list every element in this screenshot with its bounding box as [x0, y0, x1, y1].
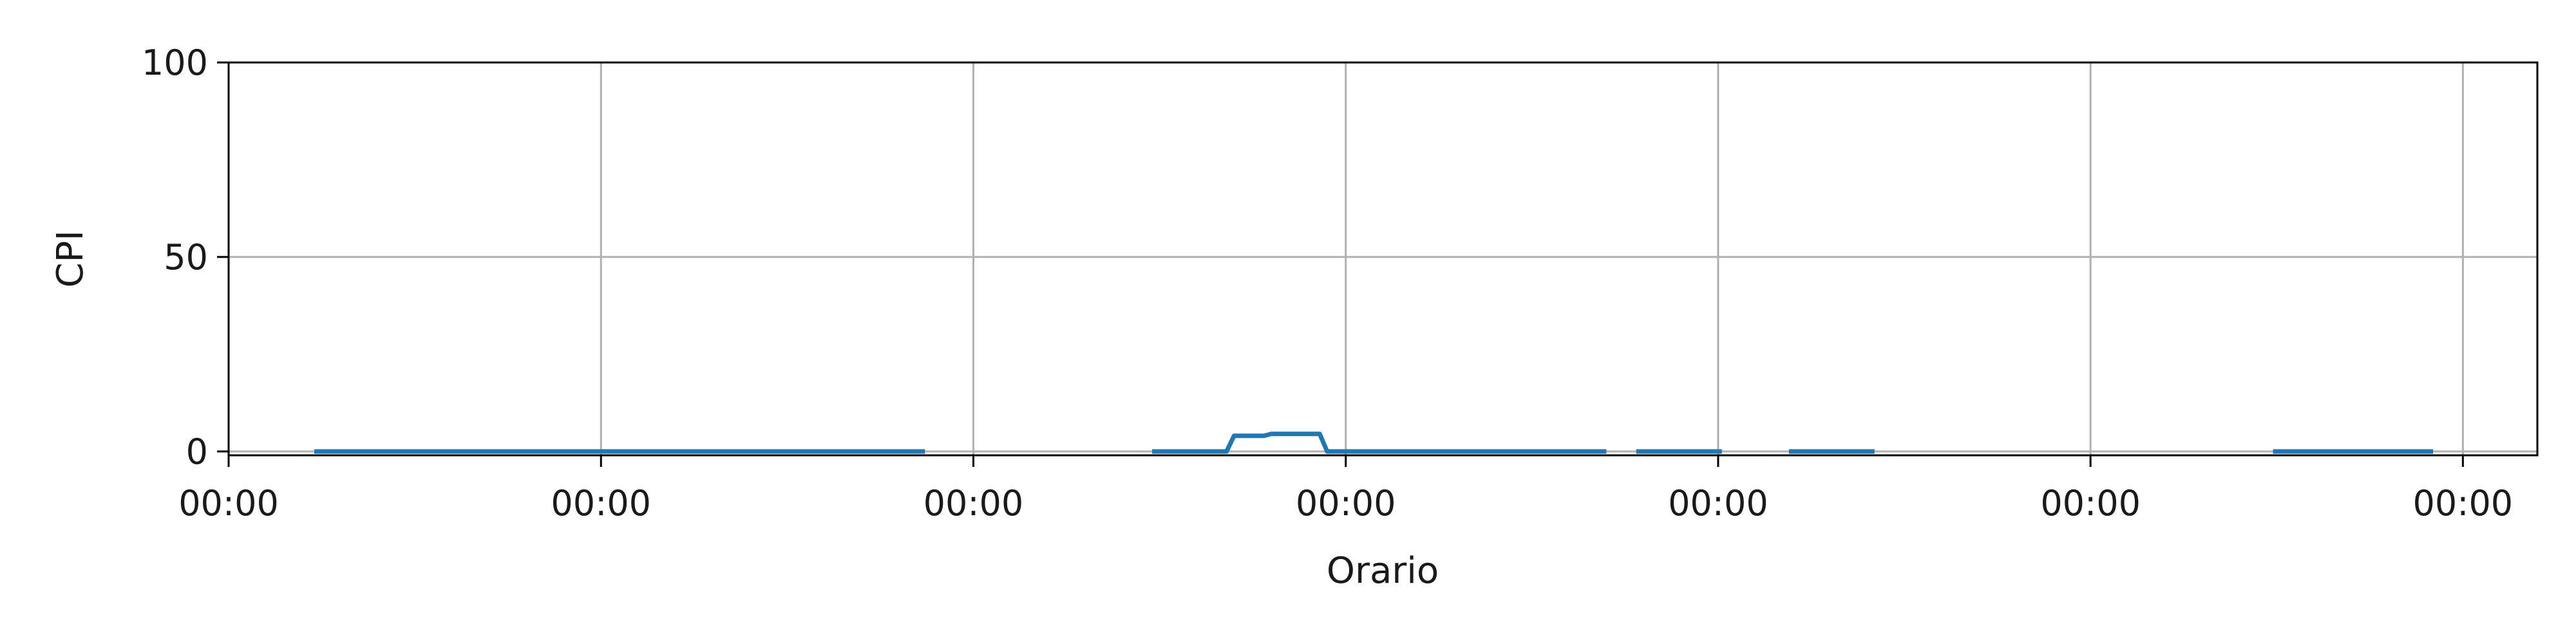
tick-marks	[217, 61, 2464, 467]
x-tick-label: 00:00	[923, 483, 1024, 524]
y-axis-label: CPI	[50, 230, 91, 287]
y-tick-label: 0	[186, 431, 208, 472]
x-tick-label: 00:00	[1296, 483, 1396, 524]
x-tick-label: 00:00	[1668, 483, 1768, 524]
cpi-line-segment	[1152, 431, 1607, 454]
plot-area	[229, 62, 2537, 455]
y-tick-label: 100	[142, 43, 208, 83]
x-tick-label: 00:00	[178, 483, 279, 524]
y-tick-label: 50	[164, 237, 208, 278]
plot-frame	[227, 61, 2539, 457]
x-tick-label: 00:00	[551, 483, 651, 524]
x-tick-label: 00:00	[2413, 483, 2514, 524]
x-axis-label: Orario	[1327, 550, 1439, 592]
x-tick-label: 00:00	[2040, 483, 2141, 524]
series-group	[314, 431, 2434, 454]
